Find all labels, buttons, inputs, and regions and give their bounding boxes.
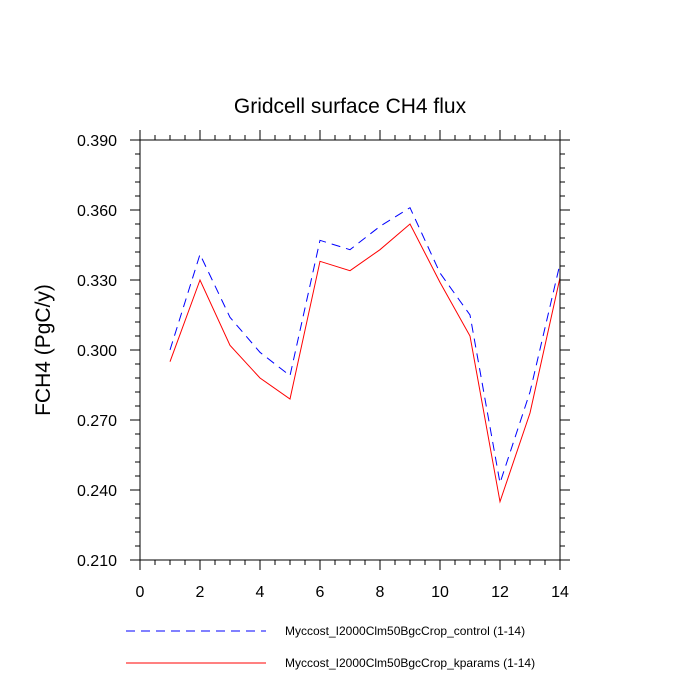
- legend: Myccost_I2000Clm50BgcCrop_control (1-14)…: [126, 624, 535, 670]
- x-tick-label: 2: [196, 584, 205, 601]
- chart-title: Gridcell surface CH4 flux: [234, 95, 467, 118]
- legend-label-1: Myccost_I2000Clm50BgcCrop_control (1-14): [285, 624, 525, 638]
- y-tick-label: 0.210: [77, 553, 117, 570]
- y-tick-label: 0.240: [77, 483, 117, 500]
- x-tick-label: 0: [136, 584, 145, 601]
- y-tick-label: 0.390: [77, 133, 117, 150]
- x-tick-label: 10: [431, 584, 449, 601]
- y-tick-label: 0.270: [77, 413, 117, 430]
- y-tick-label: 0.330: [77, 273, 117, 290]
- plot-frame: [139, 139, 561, 561]
- plot-lines: [169, 206, 561, 504]
- y-tick-label: 0.360: [77, 203, 117, 220]
- x-tick-label: 6: [316, 584, 325, 601]
- series-line-1: [169, 206, 561, 484]
- y-axis-label: FCH4 (PgC/y): [32, 284, 55, 416]
- x-tick-label: 14: [551, 584, 569, 601]
- x-tick-label: 4: [256, 584, 265, 601]
- axes: 0 2 4 6 8 10 12 14 0.210 0.240 0.270 0.300 0.330 0.36…: [77, 130, 570, 601]
- legend-label-2: Myccost_I2000Clm50BgcCrop_kparams (1-14): [285, 656, 535, 670]
- x-tick-label: 8: [376, 584, 385, 601]
- series-line-2: [169, 223, 561, 504]
- y-tick-label: 0.300: [77, 343, 117, 360]
- x-tick-label: 12: [491, 584, 509, 601]
